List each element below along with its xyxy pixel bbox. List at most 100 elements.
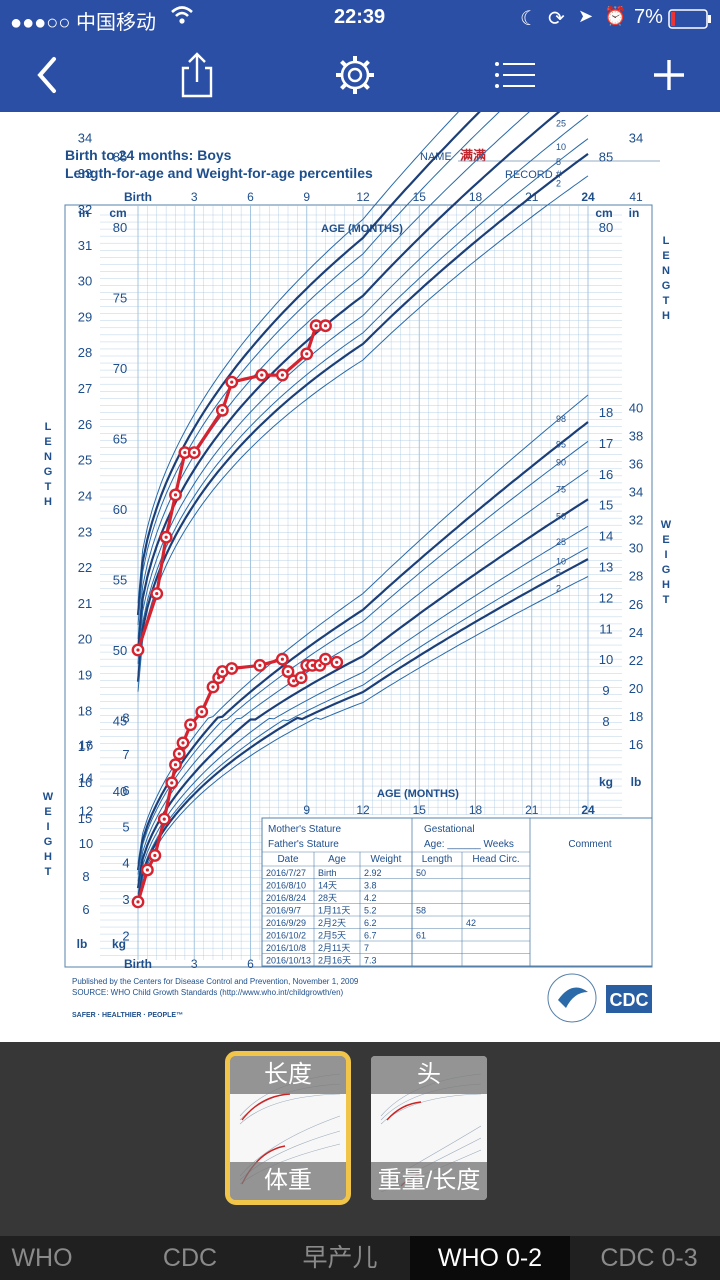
- length-percentile-label: 5: [556, 157, 561, 167]
- data-point-center: [153, 853, 157, 858]
- table-cell: 2016/9/29: [266, 918, 306, 928]
- lb-tick-right: 16: [629, 737, 643, 752]
- mother-stature: Mother's Stature: [268, 824, 341, 835]
- data-point-center: [314, 324, 318, 328]
- bottom-tick: 6: [247, 957, 254, 971]
- lb-tick: 12: [79, 803, 93, 818]
- in-tick: 18: [78, 703, 92, 718]
- data-point-center: [188, 723, 193, 727]
- chart-title-1: Birth to 24 months: Boys: [65, 147, 232, 163]
- chart-frame: [64, 204, 653, 968]
- table-cell: 3.8: [364, 881, 377, 891]
- in-tick: 34: [78, 130, 92, 145]
- kg-tick: 4: [122, 856, 129, 871]
- data-point-center: [173, 493, 178, 497]
- thumbnail-length-weight[interactable]: 长度 体重: [225, 1051, 351, 1205]
- location-icon: ➤: [578, 6, 594, 26]
- length-percentile-curve: [137, 112, 459, 604]
- add-button[interactable]: [642, 48, 696, 102]
- kg-tick-right: 15: [599, 498, 613, 513]
- top-tick: 15: [413, 190, 427, 204]
- length-percentile-curve: [137, 114, 589, 664]
- data-point-center: [299, 676, 303, 680]
- weight-label-right: E: [662, 534, 669, 546]
- top-tick: 9: [303, 190, 310, 204]
- table-cell: 7: [364, 943, 369, 953]
- back-button[interactable]: [20, 48, 74, 102]
- kg-label: kg: [112, 937, 126, 951]
- top-tick: 6: [247, 190, 254, 204]
- battery-percent: 7%: [634, 6, 663, 28]
- share-button[interactable]: [170, 48, 224, 102]
- data-point-center: [192, 451, 196, 455]
- gestational: Gestational: [424, 824, 475, 835]
- weight-percentile-curve: [136, 498, 589, 889]
- list-button[interactable]: [488, 48, 542, 102]
- kg-tick-right: 18: [599, 405, 613, 420]
- lb-tick-right: 36: [629, 457, 643, 472]
- length-label: G: [44, 466, 53, 478]
- settings-button[interactable]: [328, 48, 382, 102]
- in-tick: 16: [78, 775, 92, 790]
- cm-tick: 75: [113, 291, 127, 306]
- data-point-center: [260, 373, 264, 377]
- bottom-tick: 3: [191, 957, 198, 971]
- data-point-center: [310, 663, 314, 667]
- mid-tick: 15: [413, 803, 427, 817]
- table-cell: 2月2天: [318, 918, 346, 928]
- kg-tick-right: 14: [599, 529, 613, 544]
- table-cell: 6.7: [364, 931, 377, 941]
- in-tick: 29: [78, 309, 92, 324]
- data-point-center: [230, 380, 234, 384]
- in-tick: 26: [78, 417, 92, 432]
- data-point-center: [164, 535, 168, 539]
- tab-cdc-0-3[interactable]: CDC 0-3: [600, 1244, 698, 1272]
- thumbnail-bottom-caption: 体重: [230, 1162, 346, 1200]
- data-point-center: [318, 663, 322, 667]
- weight-label-right: H: [662, 579, 670, 591]
- weight-label: I: [46, 821, 49, 833]
- weight-percentile-label: 25: [556, 537, 566, 547]
- tab-who-0-2[interactable]: WHO 0-2: [410, 1236, 570, 1280]
- table-cell: 28天: [318, 893, 337, 903]
- table-cell: 2016/8/24: [266, 893, 306, 903]
- lb-tick-right: 18: [629, 709, 643, 724]
- in-tick-right: 34: [629, 130, 643, 145]
- length-label-right: H: [662, 310, 670, 322]
- data-point-center: [230, 666, 234, 671]
- data-point-center: [155, 592, 159, 596]
- table-cell: 2月16天: [318, 956, 351, 966]
- tab-cdc[interactable]: CDC: [162, 1244, 218, 1272]
- tab-who[interactable]: WHO: [11, 1244, 73, 1272]
- kg-tick-right: 17: [599, 436, 613, 451]
- in-tick: 24: [78, 488, 92, 503]
- battery-icon: [668, 9, 712, 35]
- eagle-icon: [558, 987, 588, 1008]
- growth-chart-page: Birth to 24 months: Boys Length-for-age a…: [0, 112, 720, 1042]
- thumbnail-head-weight-length[interactable]: 头 重量/长度: [371, 1056, 487, 1200]
- top-tick: 3: [191, 190, 198, 204]
- tab-premature[interactable]: 早产儿: [302, 1244, 378, 1272]
- lb-tick-right: 38: [629, 429, 643, 444]
- weight-label: E: [44, 806, 51, 818]
- cdc-logo-text: CDC: [610, 990, 649, 1010]
- table-cell: 42: [466, 918, 476, 928]
- data-point-center: [162, 817, 166, 821]
- cm-tick: 50: [113, 643, 127, 658]
- data-point-center: [136, 900, 140, 904]
- table-header: Age: [328, 854, 346, 865]
- length-label: H: [44, 496, 52, 508]
- data-point-center: [170, 781, 174, 785]
- data-point-center: [220, 408, 224, 412]
- table-cell: 14天: [318, 881, 337, 891]
- gestational-age: Age: ______ Weeks: [424, 839, 514, 850]
- lb-tick-right: 28: [629, 569, 643, 584]
- moon-icon: ☾: [520, 8, 538, 30]
- length-label: N: [44, 451, 52, 463]
- lb-tick: 6: [82, 902, 89, 917]
- data-point-center: [211, 685, 215, 689]
- table-cell: 2月11天: [318, 943, 350, 953]
- plus-icon: [654, 60, 684, 90]
- rotation-lock-icon: ⟳: [548, 8, 565, 30]
- weight-percentile-curve: [137, 394, 589, 864]
